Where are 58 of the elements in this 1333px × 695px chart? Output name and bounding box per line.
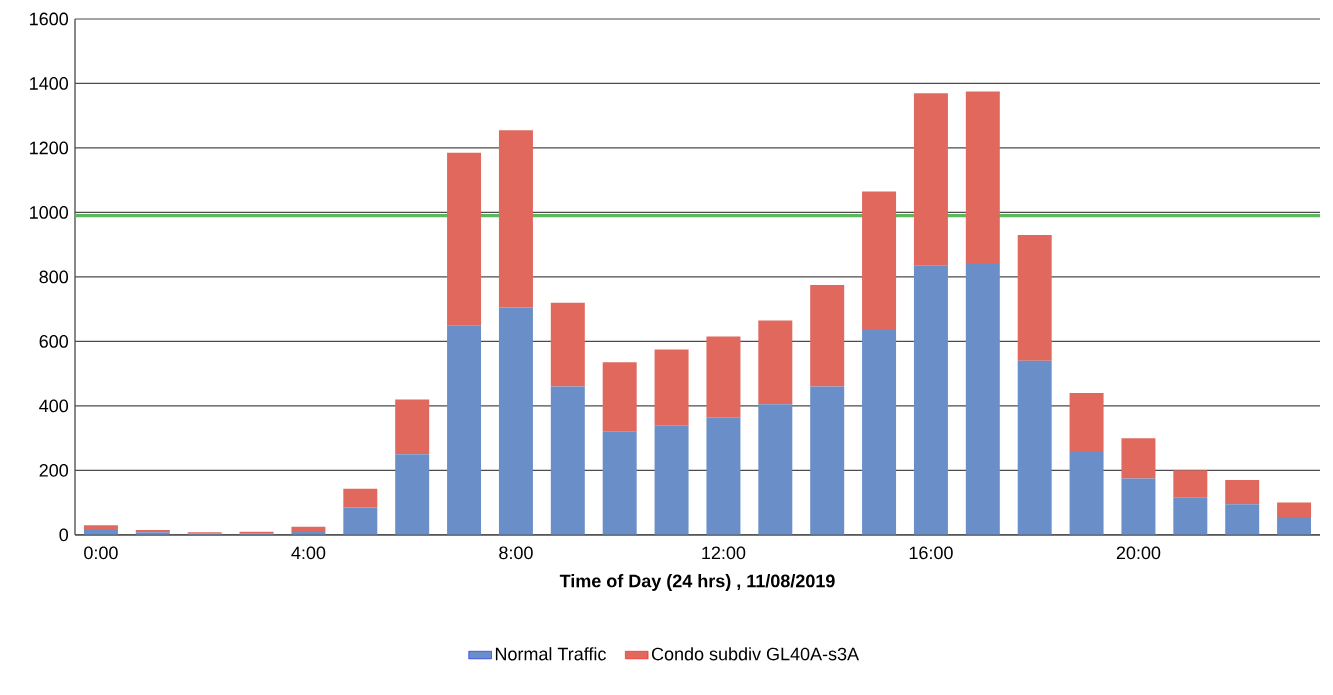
legend-label: Condo subdiv GL40A-s3A: [651, 647, 860, 661]
bar: [1017, 235, 1052, 361]
y-tick-label: 600: [39, 335, 69, 348]
x-axis-title: Time of Day (24 hrs) , 11/08/2019: [559, 574, 835, 591]
y-tick-label: 800: [39, 270, 69, 284]
bar: [654, 425, 689, 535]
x-tick-label: 4:00: [291, 546, 326, 560]
bar: [654, 349, 689, 426]
bar: [83, 525, 118, 531]
bar: [1225, 480, 1260, 505]
bar: [550, 302, 585, 387]
bar: [1173, 470, 1208, 498]
x-tick-label: 12:00: [702, 546, 746, 560]
bar: [1017, 360, 1052, 535]
bar: [550, 386, 585, 535]
bar: [1173, 497, 1208, 535]
bar: [1121, 438, 1156, 479]
bar: [965, 264, 1000, 535]
bar: [706, 336, 741, 418]
bar: [706, 417, 741, 535]
y-tick-label: 1200: [30, 141, 69, 155]
bar: [447, 152, 482, 326]
y-tick-label: 200: [39, 464, 69, 477]
y-tick-label: 1600: [30, 12, 69, 26]
bar: [965, 91, 1000, 265]
bar: [602, 431, 637, 535]
x-tick-label: 20:00: [1116, 546, 1161, 560]
x-tick-label: 16:00: [909, 546, 953, 560]
bar: [1121, 478, 1156, 535]
y-tick-label: 1400: [30, 77, 69, 90]
y-tick-label: 400: [39, 399, 69, 413]
bar: [1277, 517, 1312, 535]
bar: [810, 285, 845, 387]
bar: [810, 386, 845, 535]
bar: [498, 307, 533, 535]
bar: [913, 93, 948, 266]
y-tick-label: 0: [59, 528, 69, 542]
bar: [291, 526, 326, 532]
bar: [1069, 451, 1104, 535]
bar: [1225, 504, 1260, 535]
bar: [758, 404, 793, 535]
bar: [913, 265, 948, 535]
bar: [862, 330, 897, 535]
x-tick-label: 8:00: [499, 546, 533, 560]
bar: [343, 507, 378, 535]
bar: [395, 454, 430, 535]
bar: [498, 130, 533, 308]
bar: [758, 320, 793, 405]
legend-label: Normal Traffic: [495, 647, 606, 661]
bar: [602, 362, 637, 432]
bar: [447, 325, 482, 535]
bar: [395, 399, 430, 455]
x-tick-label: 0:00: [84, 546, 118, 560]
bar: [343, 488, 378, 508]
bar: [1277, 502, 1312, 518]
bar: [862, 191, 897, 331]
bar: [1069, 393, 1104, 452]
y-tick-label: 1000: [30, 206, 69, 219]
